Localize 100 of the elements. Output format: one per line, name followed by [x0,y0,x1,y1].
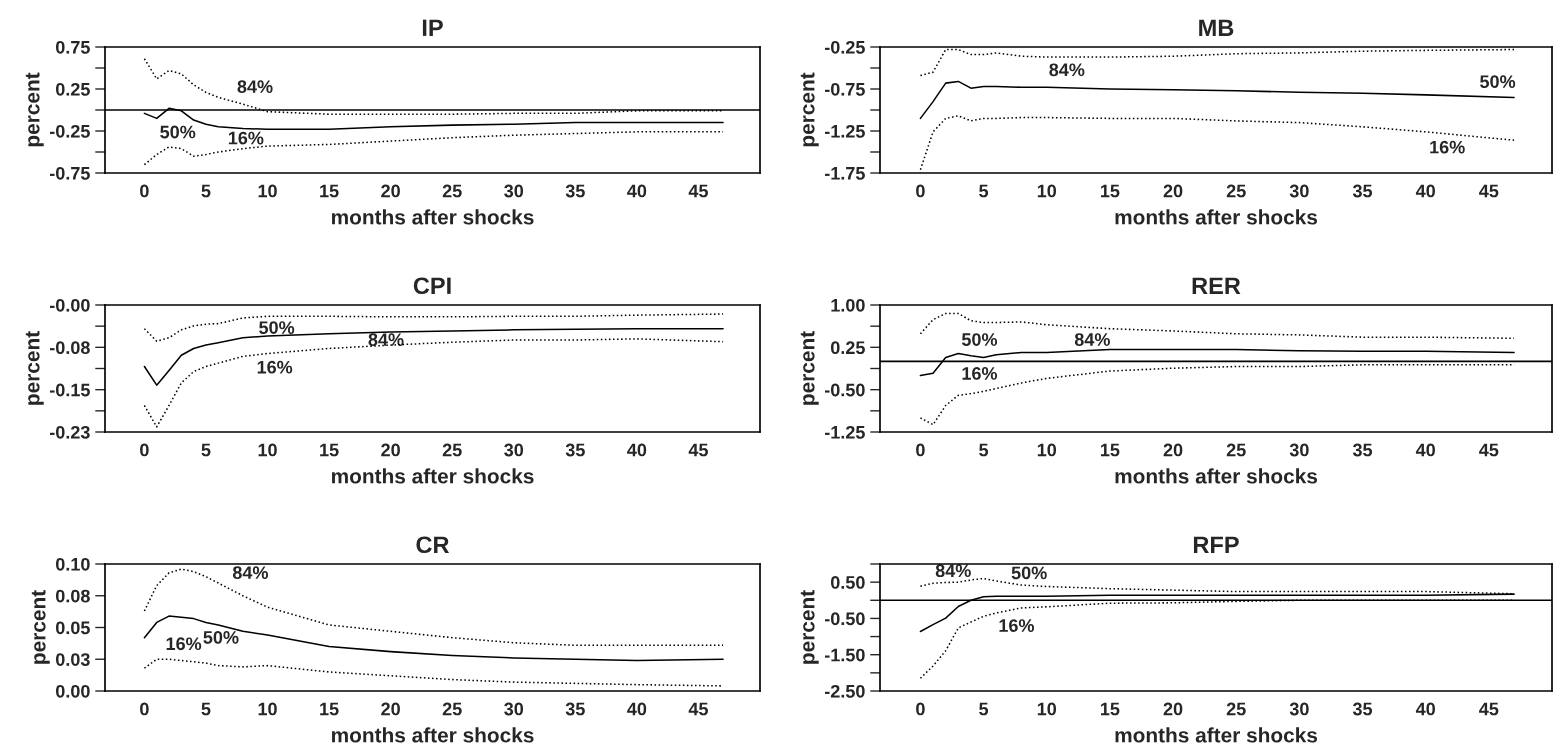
y-axis-title: percent [800,331,819,405]
x-tick-label: 5 [979,702,989,716]
x-tick-label: 40 [1415,702,1435,716]
x-tick-label: 0 [916,702,925,716]
chart-title: RER [1192,277,1241,294]
x-tick-label: 20 [381,443,400,457]
y-tick-label: 0.25 [830,341,865,355]
x-tick-label: 20 [381,184,400,198]
x-tick-label: 15 [1100,184,1120,198]
annotation: 50% [203,630,239,644]
y-tick-label: -2.50 [824,684,865,698]
y-tick-label: 0.75 [55,40,90,54]
x-tick-label: 10 [1037,443,1057,457]
x-tick-label: 25 [442,702,462,716]
x-tick-label: 5 [979,184,989,198]
y-tick-label: -0.25 [824,40,865,54]
x-axis-title: months after shocks [1115,727,1318,743]
x-tick-label: 0 [916,184,925,198]
x-tick-label: 10 [258,702,277,716]
x-tick-label: 25 [1226,443,1246,457]
y-tick-label: -0.08 [49,341,90,355]
annotation: 16% [1430,140,1465,154]
y-tick-label: 1.00 [831,298,865,312]
annotation: 84% [368,333,404,347]
annotation: 84% [1049,63,1085,77]
annotation: 84% [232,566,268,580]
x-tick-label: 25 [1226,702,1246,716]
y-tick-label: -1.25 [824,425,865,439]
x-tick-label: 40 [627,702,647,716]
x-tick-label: 10 [258,443,277,457]
x-tick-label: 15 [1100,702,1120,716]
x-tick-label: 20 [1163,184,1183,198]
x-tick-label: 15 [320,184,339,198]
y-tick-label: 0.50 [830,576,865,589]
x-tick-label: 35 [565,443,585,457]
y-tick-label: 0.05 [55,621,90,635]
x-tick-label: 35 [1352,184,1373,198]
annotation: 16% [999,619,1035,632]
line-series [919,115,1515,171]
y-axis-title: percent [800,72,819,147]
chart-title: RFP [1193,536,1239,553]
annotation: 16% [257,360,293,374]
x-tick-label: 35 [565,184,585,198]
line-series [143,658,724,687]
y-tick-label: -1.25 [824,124,865,138]
x-tick-label: 0 [140,184,149,198]
x-tick-label: 5 [201,443,211,457]
y-axis-title: percent [31,590,50,664]
x-tick-label: 30 [1289,443,1309,457]
x-axis-title: months after shocks [332,468,534,484]
x-tick-label: 10 [1037,702,1057,716]
y-tick-label: 0.03 [55,653,90,666]
x-tick-label: 25 [442,443,462,457]
x-tick-label: 45 [1479,702,1499,716]
x-tick-label: 35 [1352,702,1373,716]
x-tick-label: 0 [140,443,149,457]
annotation: 84% [935,564,971,578]
y-tick-label: -1.50 [824,648,865,662]
chart-title: IP [422,19,443,36]
x-tick-label: 25 [1226,184,1246,198]
x-tick-label: 40 [627,443,647,457]
x-tick-label: 15 [320,443,339,457]
x-tick-label: 35 [1352,443,1373,457]
x-tick-label: 20 [1163,443,1183,457]
y-tick-label: 0.00 [55,684,90,698]
line-series [143,615,724,662]
y-axis-title: percent [25,331,44,405]
y-axis-title: percent [25,72,44,147]
x-tick-label: 10 [1037,184,1057,198]
x-tick-label: 5 [201,702,211,716]
y-tick-label: -0.00 [49,298,90,312]
x-tick-label: 0 [140,702,149,716]
x-tick-label: 40 [1415,443,1435,457]
x-tick-label: 20 [381,702,400,716]
annotation: 50% [160,125,196,139]
x-tick-label: 45 [688,443,708,457]
x-axis-title: months after shocks [332,209,534,225]
x-tick-label: 30 [504,443,524,457]
x-axis-title: months after shocks [332,727,534,743]
x-tick-label: 20 [1163,702,1183,716]
annotation: 84% [237,80,273,94]
annotation: 50% [1480,75,1516,89]
x-tick-label: 35 [565,702,585,716]
x-tick-label: 10 [258,184,277,198]
y-tick-label: -0.23 [49,425,90,439]
y-tick-label: -0.25 [49,124,90,138]
annotation: 16% [962,367,998,380]
annotation: 50% [961,333,998,346]
x-tick-label: 15 [1100,443,1120,457]
y-tick-label: 0.10 [55,557,90,571]
x-tick-label: 40 [627,184,647,198]
x-tick-label: 45 [1479,184,1499,198]
annotation: 16% [228,131,264,145]
x-tick-label: 40 [1415,184,1435,198]
x-tick-label: 45 [1479,443,1499,457]
x-tick-label: 45 [688,184,708,198]
y-tick-label: -0.50 [824,383,865,397]
y-axis-title: percent [800,590,819,664]
annotation: 84% [1074,333,1110,346]
y-tick-label: 0.08 [55,589,90,603]
